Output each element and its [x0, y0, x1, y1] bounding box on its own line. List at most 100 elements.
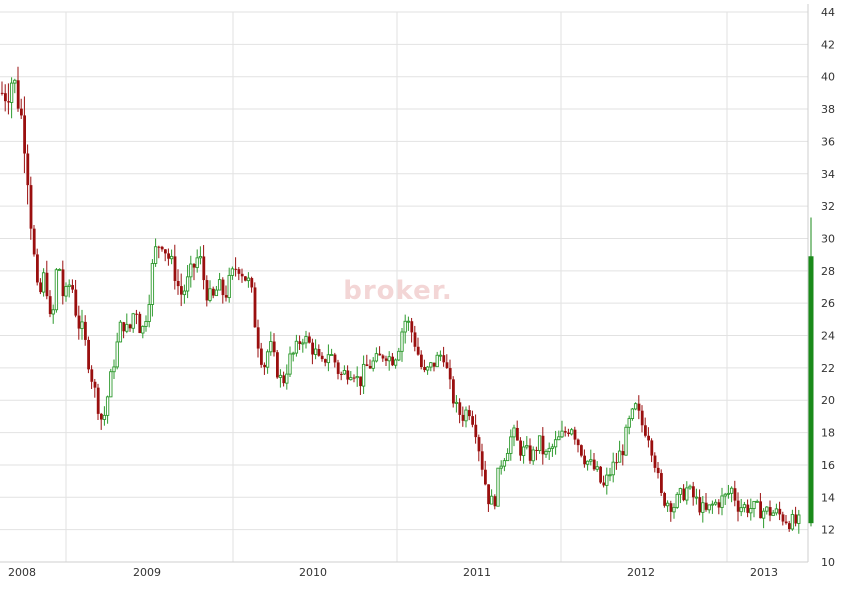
candle-body-up	[374, 353, 379, 362]
candle-body-down	[647, 435, 650, 441]
candle-body-up	[521, 446, 526, 457]
y-tick-label: 36	[821, 135, 835, 148]
candle-body-down	[442, 355, 446, 363]
candle-body-down	[384, 358, 388, 361]
candle-body-up	[80, 321, 84, 330]
x-tick-label: 2013	[750, 566, 778, 579]
candle-body-up	[41, 272, 46, 293]
candle-body-up	[547, 447, 551, 452]
candle-body-up	[403, 320, 407, 333]
candle-body-down	[61, 269, 65, 297]
candle-body-down	[320, 355, 324, 360]
candle-body-down	[164, 249, 167, 254]
candle-body-down	[263, 364, 266, 368]
candle-body-down	[660, 473, 663, 493]
candle-body-down	[48, 296, 52, 315]
candle-body-down	[135, 313, 138, 315]
candle-body-up	[720, 495, 724, 508]
candle-body-up	[105, 396, 110, 416]
candle-body-up	[512, 427, 516, 438]
candle-body-up	[544, 450, 548, 455]
candle-body-up	[694, 496, 699, 499]
candle-body-down	[413, 332, 417, 347]
candle-body-down	[87, 339, 90, 370]
candle-body-down	[77, 315, 81, 329]
candle-body-up	[57, 268, 62, 271]
candle-body-up	[742, 504, 747, 509]
candle-body-down	[484, 469, 487, 485]
candle-body-down	[298, 341, 302, 345]
candle-body-down	[0, 92, 4, 94]
candle-body-down	[340, 373, 343, 375]
y-tick-label: 44	[821, 6, 835, 19]
candle-body-down	[599, 466, 602, 483]
candle-body-down	[653, 455, 657, 468]
candle-body-down	[564, 431, 567, 433]
candle-body-down	[650, 440, 654, 456]
candle-body-down	[244, 276, 247, 281]
candle-body-up	[291, 352, 295, 355]
candle-body-down	[461, 414, 465, 421]
candle-body-down	[621, 451, 625, 456]
candle-body-down	[535, 449, 538, 451]
candle-body-down	[474, 424, 478, 438]
candle-body-up	[675, 493, 679, 508]
candle-body-up	[723, 493, 727, 497]
candle-body-down	[128, 324, 132, 329]
candle-body-up	[141, 325, 145, 334]
candle-body-up	[169, 255, 174, 260]
candle-series	[0, 66, 801, 534]
candle-body-down	[784, 521, 788, 524]
y-tick-label: 12	[821, 524, 835, 537]
candle-body-down	[698, 497, 702, 513]
y-tick-label: 18	[821, 427, 835, 440]
candle-body-down	[256, 327, 260, 349]
candle-body-down	[90, 369, 94, 382]
candle-body-down	[733, 488, 737, 501]
candle-body-up	[393, 359, 398, 366]
candle-body-down	[93, 381, 97, 388]
candle-body-down	[240, 273, 244, 277]
x-tick-label: 2011	[463, 566, 491, 579]
candle-body-up	[278, 374, 283, 378]
candle-body-down	[282, 375, 286, 384]
candle-body-up	[109, 371, 113, 398]
candle-body-up	[678, 488, 683, 495]
candle-body-down	[205, 280, 209, 301]
candle-body-down	[237, 269, 241, 274]
candle-body-up	[230, 268, 235, 276]
candle-body-up	[765, 506, 769, 512]
candle-body-up	[144, 321, 148, 327]
candle-body-down	[26, 153, 30, 186]
candle-body-down	[96, 387, 100, 414]
candle-body-down	[468, 410, 471, 417]
y-tick-label: 30	[821, 232, 835, 245]
x-tick-label: 2008	[8, 566, 36, 579]
y-tick-label: 32	[821, 200, 835, 213]
candle-body-down	[573, 429, 577, 440]
candle-body-up	[214, 289, 219, 297]
candle-body-down	[250, 278, 254, 288]
candle-body-up	[265, 351, 270, 368]
candle-body-down	[202, 256, 206, 281]
candle-body-down	[29, 185, 33, 229]
candle-body-up	[131, 313, 135, 329]
y-tick-label: 14	[821, 491, 835, 504]
candle-body-up	[525, 444, 529, 448]
candle-body-down	[368, 365, 372, 369]
candle-body-up	[182, 290, 187, 296]
candle-body-up	[406, 320, 411, 323]
candle-body-down	[704, 502, 708, 510]
candle-body-down	[592, 459, 596, 470]
candle-body-up	[329, 354, 334, 356]
candle-body-up	[288, 353, 292, 375]
candle-body-down	[23, 115, 26, 154]
candle-body-up	[726, 492, 731, 495]
candle-body-up	[118, 321, 123, 343]
candle-body-up	[761, 510, 766, 519]
candle-body-down	[365, 364, 369, 366]
candle-body-up	[502, 460, 507, 467]
candle-body-down	[160, 246, 164, 250]
candle-body-down	[74, 289, 78, 316]
y-tick-label: 28	[821, 265, 835, 278]
